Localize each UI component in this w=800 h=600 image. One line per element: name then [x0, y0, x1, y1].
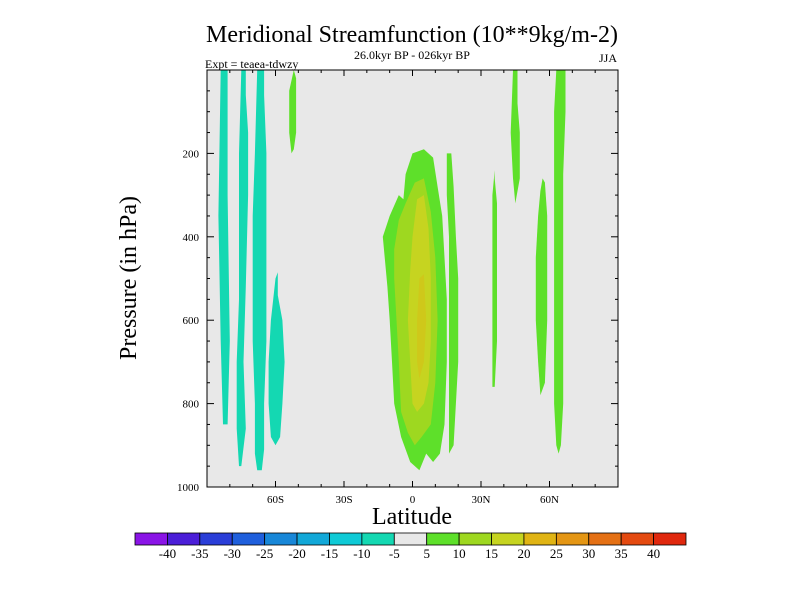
colorbar-swatch — [134, 532, 168, 546]
x-tick-label: 30N — [472, 494, 491, 506]
x-tick-label: 60N — [540, 494, 559, 506]
x-tick-label: 60S — [267, 494, 284, 506]
colorbar-label: 40 — [647, 546, 660, 561]
colorbar-label: -35 — [191, 546, 208, 561]
colorbar-swatch — [426, 532, 460, 546]
contour-region-12 — [510, 70, 520, 204]
colorbar-swatch — [329, 532, 363, 546]
contour-region-14 — [554, 70, 566, 454]
colorbar-swatch — [296, 532, 330, 546]
chart-title: Meridional Streamfunction (10**9kg/m-2) — [206, 22, 618, 48]
colorbar-label: 10 — [453, 546, 466, 561]
contour-region-1 — [218, 70, 230, 425]
colorbar-label: 25 — [550, 546, 563, 561]
contour-region-11 — [492, 170, 497, 387]
colorbar-swatch — [167, 532, 201, 546]
y-axis-label: Pressure (in hPa) — [116, 196, 142, 360]
colorbar-label: -25 — [256, 546, 273, 561]
contour-region-4 — [268, 272, 285, 446]
x-tick-label: 30S — [335, 494, 352, 506]
colorbar-label: 20 — [517, 546, 530, 561]
contour-region-9 — [417, 274, 427, 379]
colorbar-label: -40 — [159, 546, 176, 561]
y-tick-label: 800 — [183, 399, 200, 411]
experiment-label: Expt = teaea-tdwzy — [205, 57, 298, 71]
colorbar-label: 15 — [485, 546, 498, 561]
colorbar-label: -10 — [353, 546, 370, 561]
y-tick-label: 1000 — [177, 482, 200, 494]
colorbar-swatch — [555, 532, 590, 546]
colorbar-swatch — [199, 532, 233, 546]
colorbar-swatch — [523, 532, 557, 546]
colorbar: -40 -35 -30 -25 -20 -15 -10 -5 5 10 15 20 25 30 35 40 — [134, 532, 687, 561]
contour-region-13 — [535, 178, 548, 396]
colorbar-swatch — [264, 532, 298, 546]
contour-fills — [218, 70, 566, 471]
x-axis-label: Latitude — [372, 504, 452, 530]
colorbar-swatch — [620, 532, 654, 546]
y-tick-label: 400 — [183, 232, 200, 244]
colorbar-label: -5 — [389, 546, 400, 561]
contour-region-2 — [236, 70, 249, 467]
colorbar-label: 30 — [582, 546, 595, 561]
colorbar-label: -15 — [321, 546, 338, 561]
colorbar-swatch — [458, 532, 492, 546]
colorbar-label: 35 — [615, 546, 628, 561]
colorbar-swatch — [588, 532, 622, 546]
x-axis-ticks: 60S 30S 0 30N 60N — [206, 70, 619, 506]
contour-region-10 — [446, 153, 459, 454]
colorbar-label: 5 — [423, 546, 430, 561]
y-tick-label: 200 — [183, 148, 200, 160]
colorbar-label: -30 — [224, 546, 241, 561]
chart-subtitle: 26.0kyr BP - 026kyr BP — [354, 48, 470, 62]
y-tick-label: 600 — [183, 315, 200, 327]
contour-region-5 — [289, 70, 297, 154]
x-tick-label: 0 — [410, 494, 416, 506]
colorbar-swatch — [491, 532, 525, 546]
y-axis-ticks: 200 400 600 800 1000 — [177, 69, 618, 494]
contour-region-3 — [252, 70, 267, 471]
colorbar-label: -20 — [288, 546, 305, 561]
colorbar-swatch — [653, 532, 687, 546]
colorbar-swatch — [393, 532, 428, 546]
colorbar-swatch — [361, 532, 395, 546]
colorbar-swatch — [231, 532, 266, 546]
season-label: JJA — [599, 51, 617, 65]
